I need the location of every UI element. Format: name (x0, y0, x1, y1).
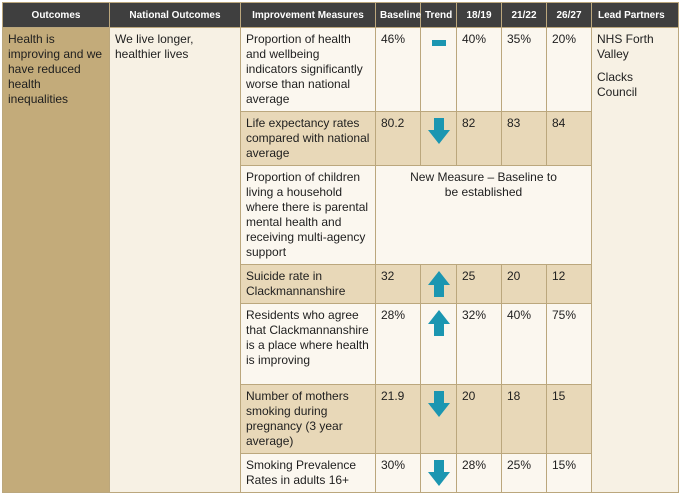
value-26-27-cell: 15 (546, 384, 592, 454)
outcome-cell: Health is improving and we have reduced … (2, 27, 110, 493)
lead-partners-cell: NHS Forth Valley Clacks Council (591, 27, 679, 493)
value-26-27-cell: 84 (546, 111, 592, 166)
trend-cell (420, 453, 457, 493)
table-row: Life expectancy rates compared with nati… (3, 111, 679, 166)
up-arrow-icon (427, 271, 450, 297)
header-18-19: 18/19 (456, 2, 502, 28)
baseline-cell: 30% (375, 453, 421, 493)
header-26-27: 26/27 (546, 2, 592, 28)
trend-cell (420, 264, 457, 304)
measure-cell: Smoking Prevalence Rates in adults 16+ (240, 453, 376, 493)
header-lead-partners: Lead Partners (591, 2, 679, 28)
new-measure-note: New Measure – Baseline to be established (375, 165, 592, 265)
value-18-19-cell: 82 (456, 111, 502, 166)
table-row: Residents who agree that Clackmannanshir… (3, 303, 679, 385)
value-18-19-cell: 32% (456, 303, 502, 385)
header-baseline: Baseline (375, 2, 421, 28)
table-row: Number of mothers smoking during pregnan… (3, 384, 679, 454)
baseline-cell: 46% (375, 27, 421, 112)
table-row: Health is improving and we have reduced … (2, 27, 679, 493)
value-21-22-cell: 83 (501, 111, 547, 166)
measure-cell: Proportion of health and wellbeing indic… (240, 27, 376, 112)
trend-cell (420, 303, 457, 385)
baseline-cell: 32 (375, 264, 421, 304)
header-row: Outcomes National Outcomes Improvement M… (2, 2, 679, 28)
trend-cell (420, 384, 457, 454)
header-improvement-measures: Improvement Measures (240, 2, 376, 28)
trend-cell (420, 27, 457, 112)
header-outcomes: Outcomes (2, 2, 110, 28)
header-21-22: 21/22 (501, 2, 547, 28)
value-26-27-cell: 12 (546, 264, 592, 304)
value-21-22-cell: 40% (501, 303, 547, 385)
value-21-22-cell: 18 (501, 384, 547, 454)
value-21-22-cell: 25% (501, 453, 547, 493)
new-measure-text: New Measure – Baseline to be established (410, 170, 557, 199)
value-21-22-cell: 35% (501, 27, 547, 112)
down-arrow-icon (427, 391, 450, 417)
trend-cell (420, 111, 457, 166)
national-outcome-cell: We live longer, healthier lives (109, 27, 241, 493)
up-arrow-icon (427, 310, 450, 336)
value-18-19-cell: 20 (456, 384, 502, 454)
measure-cell: Residents who agree that Clackmannanshir… (240, 303, 376, 385)
measure-cell: Life expectancy rates compared with nati… (240, 111, 376, 166)
value-26-27-cell: 15% (546, 453, 592, 493)
value-18-19-cell: 40% (456, 27, 502, 112)
down-arrow-icon (427, 460, 450, 486)
baseline-cell: 28% (375, 303, 421, 385)
measure-cell: Proportion of children living a househol… (240, 165, 376, 265)
measure-cell: Number of mothers smoking during pregnan… (240, 384, 376, 454)
header-national-outcomes: National Outcomes (109, 2, 241, 28)
table-row: Suicide rate in Clackmannanshire 32 25 2… (3, 264, 679, 304)
value-18-19-cell: 25 (456, 264, 502, 304)
table-row: Proportion of children living a househol… (3, 165, 679, 265)
baseline-cell: 80.2 (375, 111, 421, 166)
lead-partner: NHS Forth Valley (597, 32, 654, 61)
baseline-cell: 21.9 (375, 384, 421, 454)
value-18-19-cell: 28% (456, 453, 502, 493)
dash-icon (431, 40, 446, 46)
header-trend: Trend (420, 2, 457, 28)
value-21-22-cell: 20 (501, 264, 547, 304)
value-26-27-cell: 75% (546, 303, 592, 385)
down-arrow-icon (427, 118, 450, 144)
measure-cell: Suicide rate in Clackmannanshire (240, 264, 376, 304)
value-26-27-cell: 20% (546, 27, 592, 112)
lead-partner: Clacks Council (597, 70, 638, 99)
